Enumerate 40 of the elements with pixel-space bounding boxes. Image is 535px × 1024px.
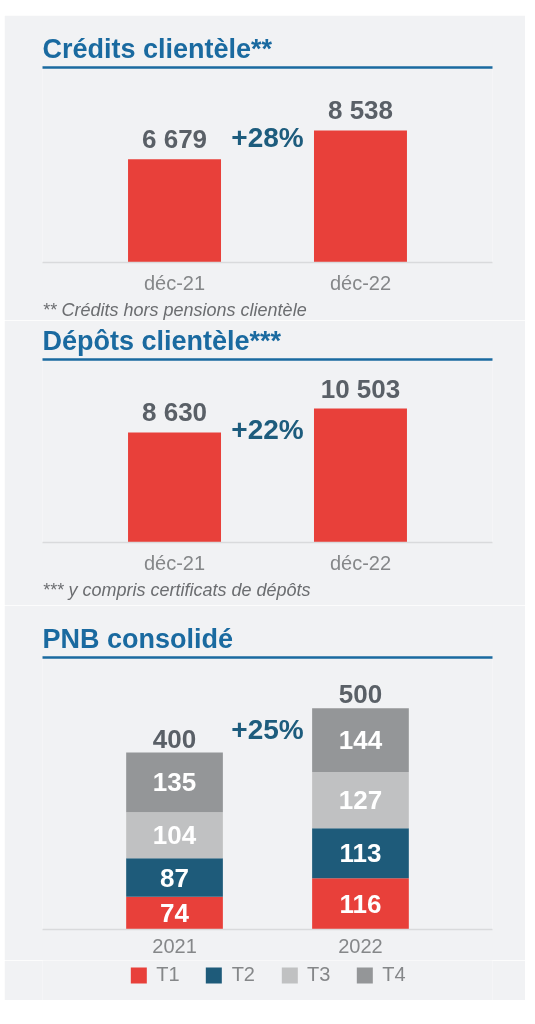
data-label: 104 [152,820,197,851]
data-label: 87 [160,862,189,893]
annotation: +22% [231,413,304,445]
data-label: 144 [338,725,383,756]
x-tick-label: 2022 [338,934,383,957]
data-label: 8 538 [327,95,394,126]
bar [126,752,223,813]
total-label: 400 [152,723,197,754]
data-label: 113 [339,838,382,869]
data-label: 74 [160,898,190,929]
bar [126,812,223,859]
bar [312,878,409,930]
bar [126,858,223,897]
annotation: +28% [231,122,304,154]
x-tick-label: 2021 [152,934,197,957]
data-label: 8 630 [141,397,208,428]
bar [312,828,409,879]
chart-title: Dépôts clientèle*** [42,326,282,356]
data-label: 10 503 [320,373,401,404]
data-label: 116 [339,888,382,919]
legend-label: T4 [382,963,406,986]
chart-title: Crédits clientèle** [42,34,273,64]
x-tick-label: déc-21 [143,551,206,574]
data-label: 127 [338,785,383,816]
data-label: 6 679 [141,124,208,155]
legend-label: T1 [156,963,180,986]
text: ** Crédits hors pensions clientèle [42,299,307,320]
bar [312,772,409,829]
text: *** y compris certificats de dépôts [42,579,311,600]
legend-label: T3 [307,963,331,986]
x-tick-label: déc-22 [329,551,392,574]
x-tick-label: déc-22 [329,271,392,294]
bar [312,708,409,773]
chart-title: PNB consolidé [42,624,234,654]
annotation: +25% [231,714,304,746]
bar [126,896,223,930]
x-tick-label: déc-21 [143,271,206,294]
data-label: 135 [152,767,197,798]
legend-label: T2 [231,963,255,986]
total-label: 500 [338,679,383,710]
